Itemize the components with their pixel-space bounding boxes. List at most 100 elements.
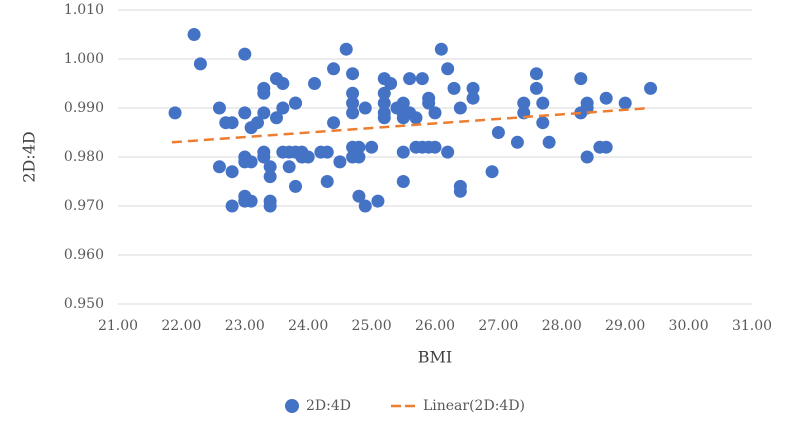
point (358, 199, 372, 213)
point (289, 96, 303, 110)
y-tick-label: 1.010 (64, 2, 104, 18)
point (276, 101, 290, 115)
point (168, 106, 182, 120)
x-tick-label: 23.00 (225, 318, 265, 334)
x-axis-title: BMI (418, 348, 452, 367)
point (250, 116, 264, 130)
x-tick-label: 25.00 (352, 318, 392, 334)
point (542, 135, 556, 149)
point (257, 106, 271, 120)
point (339, 42, 353, 56)
point (193, 57, 207, 71)
point (466, 81, 480, 95)
point (580, 96, 594, 110)
point (238, 106, 252, 120)
point (225, 165, 239, 179)
point (225, 116, 239, 130)
point (599, 91, 613, 105)
point (644, 81, 658, 95)
point (308, 77, 322, 90)
point (529, 67, 543, 81)
point (422, 96, 436, 110)
point (377, 86, 391, 100)
point (358, 101, 372, 115)
point (212, 101, 226, 115)
point (352, 140, 366, 154)
y-tick-label: 0.960 (64, 247, 104, 263)
legend-label: Linear(2D:4D) (423, 398, 525, 414)
point (257, 86, 271, 100)
point (263, 199, 277, 213)
point (428, 140, 442, 154)
point (365, 140, 379, 154)
y-tick-label: 0.970 (64, 198, 104, 214)
point (536, 116, 550, 130)
x-tick-label: 30.00 (669, 318, 709, 334)
point (415, 72, 429, 86)
point (346, 96, 360, 110)
point (396, 96, 410, 110)
point (536, 96, 550, 110)
point (263, 160, 277, 174)
point (282, 160, 296, 174)
x-tick-label: 24.00 (288, 318, 328, 334)
y-axis-title: 2D:4D (20, 131, 39, 182)
point (270, 111, 283, 125)
point (346, 106, 360, 120)
point (434, 42, 448, 56)
point (580, 150, 594, 164)
point (466, 91, 480, 105)
point (441, 62, 455, 76)
legend-label: 2D:4D (306, 398, 351, 414)
point (599, 140, 613, 154)
point (396, 175, 410, 188)
y-tick-label: 1.000 (64, 51, 104, 67)
point (257, 150, 271, 164)
point (333, 155, 347, 169)
point (289, 179, 303, 193)
x-tick-label: 21.00 (98, 318, 138, 334)
x-tick-label: 26.00 (415, 318, 455, 334)
point (320, 175, 334, 188)
point (453, 184, 467, 198)
x-tick-label: 27.00 (478, 318, 518, 334)
point (327, 116, 341, 130)
point (377, 111, 391, 125)
point (384, 77, 398, 90)
point (352, 150, 366, 164)
y-tick-label: 0.980 (64, 149, 104, 165)
point (327, 62, 341, 76)
y-tick-label: 0.990 (64, 100, 104, 116)
point (346, 67, 360, 81)
point (396, 145, 410, 159)
point (447, 81, 461, 95)
point (371, 194, 385, 208)
point (574, 72, 588, 86)
point (187, 28, 201, 41)
point (346, 86, 360, 100)
point (244, 194, 258, 208)
point (428, 106, 442, 120)
point (377, 96, 391, 110)
point (529, 81, 543, 95)
point (510, 135, 524, 149)
point (409, 111, 423, 125)
point (301, 150, 315, 164)
point (212, 160, 226, 174)
point (453, 101, 467, 115)
x-tick-label: 22.00 (161, 318, 201, 334)
point (441, 145, 455, 159)
point (403, 72, 417, 86)
x-tick-label: 29.00 (605, 318, 645, 334)
legend-marker (285, 399, 299, 413)
point (244, 155, 258, 169)
x-tick-label: 31.00 (732, 318, 772, 334)
point (352, 189, 366, 203)
point (238, 47, 252, 61)
x-tick-label: 28.00 (542, 318, 582, 334)
y-tick-label: 0.950 (64, 296, 104, 312)
point (276, 77, 290, 90)
point (618, 96, 632, 110)
